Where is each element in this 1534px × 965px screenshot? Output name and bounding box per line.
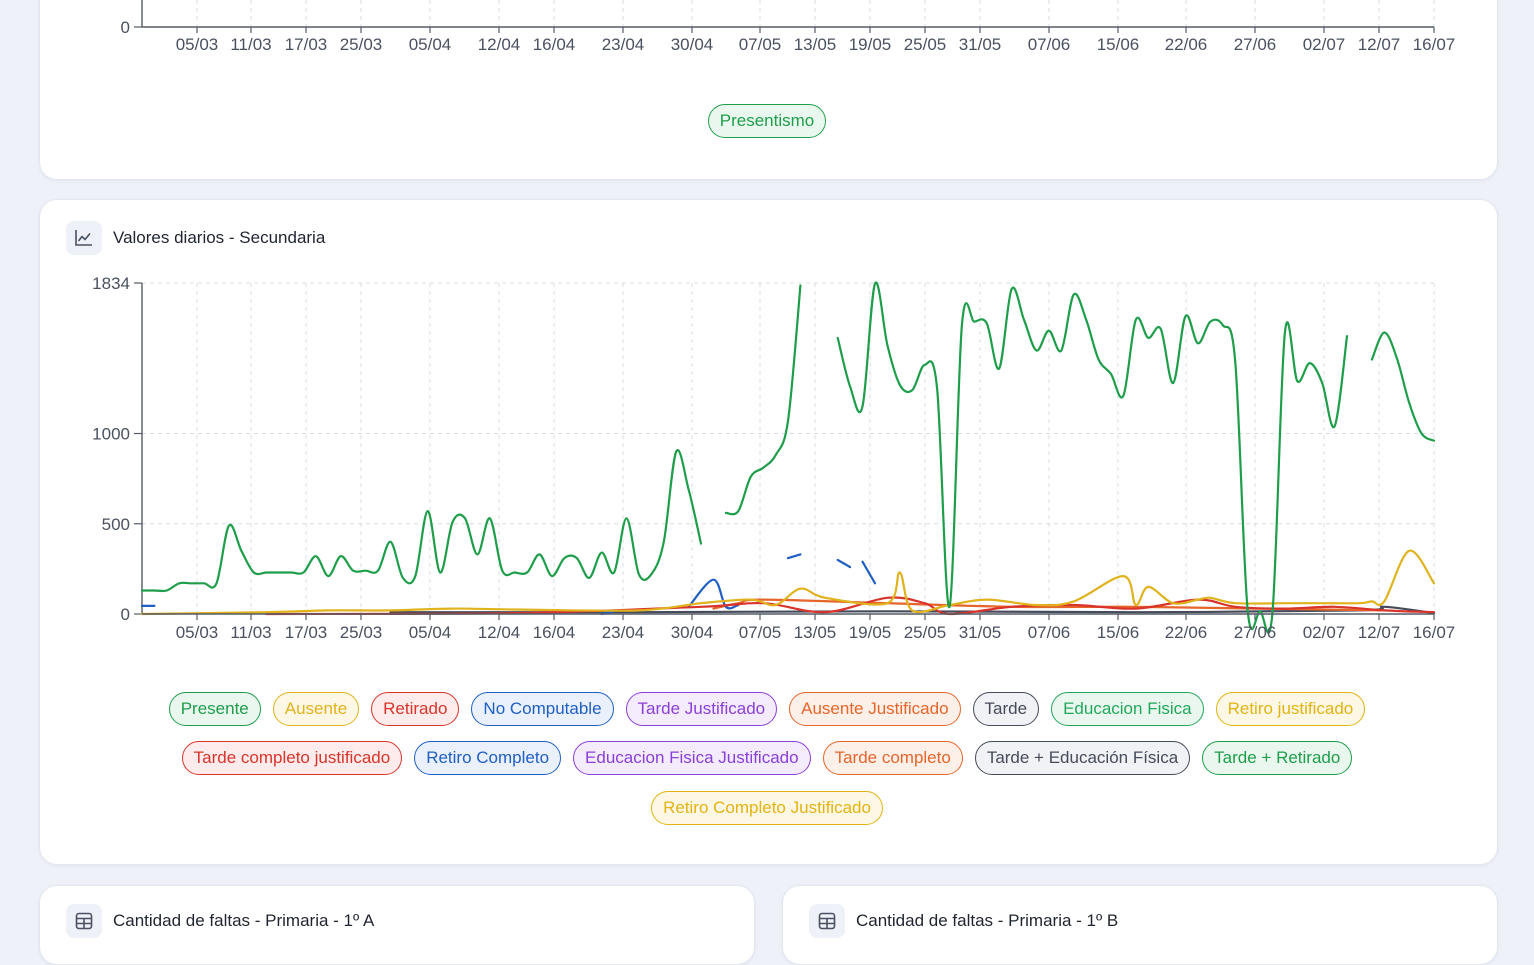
y-tick-label: 0 [121, 605, 130, 624]
series-line [1370, 331, 1436, 442]
card-title: Cantidad de faltas - Primaria - 1º B [856, 911, 1119, 930]
legend-row: Presente Ausente Retirado No Computable Tard… [0, 692, 1534, 726]
faltas-card-1b: Cantidad de faltas - Primaria - 1º B [782, 885, 1498, 965]
faltas-card-1a: Cantidad de faltas - Primaria - 1º A [39, 885, 755, 965]
series-line [861, 560, 877, 585]
x-tick-label: 23/04 [602, 35, 645, 54]
x-tick-label: 19/05 [849, 623, 892, 642]
daily-values-chart: 0 500 1000 1834 05/03 11/03 17/03 25/03 05/04 12/… [92, 274, 1456, 642]
x-tick-label: 25/03 [340, 623, 383, 642]
x-tick-label: 27/06 [1234, 35, 1277, 54]
card-header: Cantidad de faltas - Primaria - 1º A [66, 904, 374, 938]
legend-item-ausente[interactable]: Ausente [272, 692, 360, 726]
x-tick-label: 31/05 [959, 35, 1002, 54]
line-chart-icon [66, 221, 102, 255]
x-tick-label: 27/06 [1234, 623, 1277, 642]
x-tick-label: 02/07 [1303, 35, 1346, 54]
x-tick-label: 31/05 [959, 623, 1002, 642]
legend-item-tarde-justificado[interactable]: Tarde Justificado [625, 692, 778, 726]
series-line [724, 284, 802, 516]
x-tick-label: 05/03 [176, 623, 219, 642]
legend-item-tarde-retirado[interactable]: Tarde + Retirado [1202, 741, 1353, 775]
x-tick-label: 16/04 [533, 35, 576, 54]
presentismo-chart: 0 05/03 11/03 17/03 25/03 05/04 12/04 16/04 23/0… [121, 0, 1456, 54]
x-tick-label: 25/03 [340, 35, 383, 54]
x-tick-label: 30/04 [671, 35, 714, 54]
series-line [786, 553, 802, 560]
series-line [836, 558, 852, 569]
series-line [140, 549, 1436, 616]
x-tick-label: 07/06 [1028, 35, 1071, 54]
x-tick-label: 12/04 [478, 35, 521, 54]
x-tick-label: 17/03 [285, 35, 328, 54]
x-tick-label: 11/03 [230, 623, 271, 642]
x-tick-label: 13/05 [794, 35, 837, 54]
card-header: Cantidad de faltas - Primaria - 1º B [809, 904, 1118, 938]
y-tick-label: 1834 [92, 274, 130, 293]
x-tick-label: 22/06 [1165, 623, 1208, 642]
x-tick-label: 25/05 [904, 623, 947, 642]
x-tick-label: 16/04 [533, 623, 576, 642]
x-tick-label: 05/04 [409, 35, 452, 54]
x-tick-label: 16/07 [1413, 35, 1456, 54]
x-tick-label: 12/04 [478, 623, 521, 642]
x-tick-label: 22/06 [1165, 35, 1208, 54]
legend-item-tarde-completo-justificado[interactable]: Tarde completo justificado [181, 741, 403, 775]
x-tick-label: 12/07 [1358, 35, 1401, 54]
table-icon [66, 904, 102, 938]
x-tick-label: 15/06 [1097, 35, 1140, 54]
legend-item-retiro-completo[interactable]: Retiro Completo [414, 741, 562, 775]
x-tick-label: 19/05 [849, 35, 892, 54]
x-tick-label: 25/05 [904, 35, 947, 54]
x-tick-label: 11/03 [230, 35, 271, 54]
card-title: Cantidad de faltas - Primaria - 1º A [113, 911, 375, 930]
legend-item-no-computable[interactable]: No Computable [471, 692, 614, 726]
card-title: Valores diarios - Secundaria [113, 228, 326, 247]
legend-item-presente[interactable]: Presente [168, 692, 261, 726]
series-line [836, 281, 1349, 634]
x-tick-label: 07/05 [739, 35, 782, 54]
legend-item-retiro-completo-justificado[interactable]: Retiro Completo Justificado [651, 791, 883, 825]
legend-item-tarde-completo[interactable]: Tarde completo [822, 741, 963, 775]
x-tick-label: 05/03 [176, 35, 219, 54]
x-tick-label: 17/03 [285, 623, 328, 642]
x-tick-label: 02/07 [1303, 623, 1346, 642]
x-tick-label: 12/07 [1358, 623, 1401, 642]
legend-item-retirado[interactable]: Retirado [371, 692, 460, 726]
legend-item-retiro-justificado[interactable]: Retiro justificado [1215, 692, 1366, 726]
x-tick-label: 30/04 [671, 623, 714, 642]
x-tick-label: 15/06 [1097, 623, 1140, 642]
presentismo-legend: Presentismo [0, 104, 1534, 138]
series-no-computable [140, 553, 877, 616]
x-tick-label: 05/04 [409, 623, 452, 642]
card-header: Valores diarios - Secundaria [66, 221, 325, 255]
x-tick-label: 07/06 [1028, 623, 1071, 642]
y-tick-label: 0 [121, 18, 130, 37]
legend-item-presentismo[interactable]: Presentismo [707, 104, 827, 138]
legend-item-tarde-educaci-n-f-sica[interactable]: Tarde + Educación Física [974, 741, 1191, 775]
series-line [140, 448, 703, 593]
legend-item-educacion-fisica[interactable]: Educacion Fisica [1051, 692, 1204, 726]
table-icon [809, 904, 845, 938]
x-tick-label: 23/04 [602, 623, 645, 642]
series-ausente [140, 549, 1436, 616]
legend-item-ausente-justificado[interactable]: Ausente Justificado [789, 692, 961, 726]
y-tick-label: 500 [102, 515, 130, 534]
x-tick-label: 16/07 [1413, 623, 1456, 642]
x-tick-label: 13/05 [794, 623, 837, 642]
x-tick-label: 07/05 [739, 623, 782, 642]
series-presente [140, 281, 1436, 634]
legend-item-educacion-fisica-justificado[interactable]: Educacion Fisica Justificado [573, 741, 811, 775]
series-line [687, 578, 740, 610]
legend-item-tarde[interactable]: Tarde [972, 692, 1040, 726]
y-tick-label: 1000 [92, 425, 130, 444]
legend-row: Retiro Completo Justificado [0, 791, 1534, 825]
legend-row: Tarde completo justificado Retiro Complet… [0, 741, 1534, 775]
